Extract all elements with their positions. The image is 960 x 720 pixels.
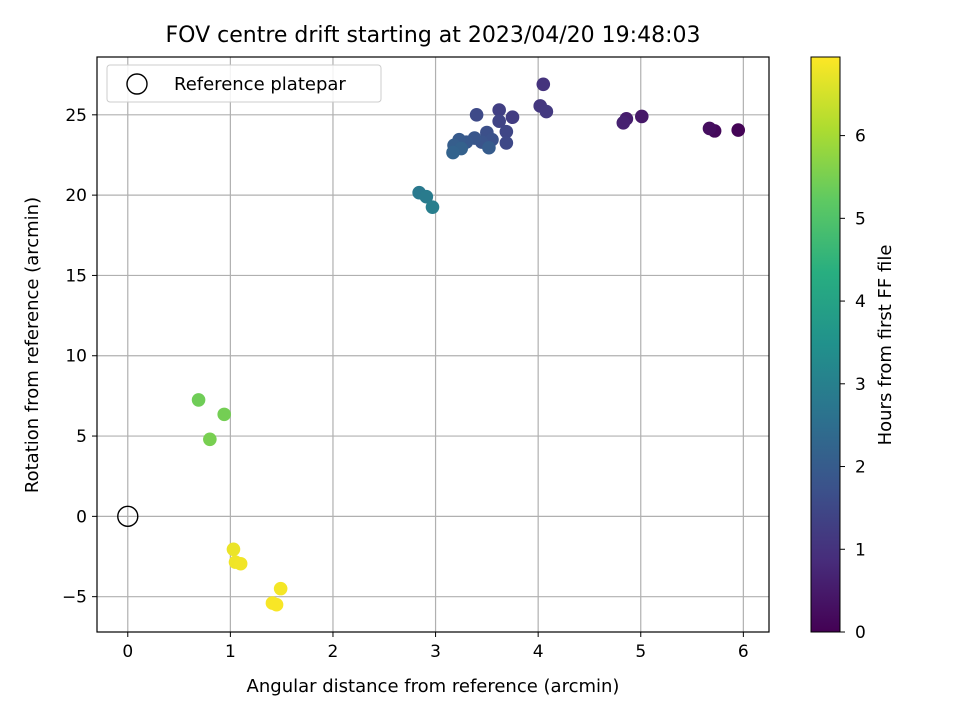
legend-marker-reference [126,73,148,95]
scatter-point [203,432,217,447]
scatter-point [446,145,460,160]
scatter-point [539,104,554,119]
y-axis-label: Rotation from reference (arcmin) [22,197,43,493]
scatter-point [269,597,284,612]
scatter-point [482,140,496,155]
colorbar: 0 1 2 3 4 5 6 Hours from first FF file [810,56,896,643]
scatter-point [492,103,506,117]
scatter-point [536,77,551,92]
x-tick-label: 1 [225,642,236,662]
scatter-point [233,556,248,571]
scatter-point [499,124,514,139]
scatter-point [499,136,514,150]
y-tick-label: −5 [62,588,87,608]
x-tick-label: 0 [122,642,133,662]
scatter-point [505,110,520,125]
scatter-point [191,393,206,407]
x-tick-label: 6 [738,642,749,662]
colorbar-tick-label: 0 [855,623,866,643]
reference-platepar-marker [117,505,139,528]
colorbar-ticks: 0 1 2 3 4 5 6 [840,127,866,643]
y-tick-label: 20 [65,186,87,206]
plot-area-frame [96,56,770,633]
legend-entry-reference-platepar: Reference platepar [174,74,346,95]
scatter-point [492,114,506,129]
scatter-point [226,542,241,557]
y-tick-label: 15 [65,266,87,286]
scatter-point [273,581,288,596]
data-points [117,77,746,612]
y-tick-label: 0 [76,507,87,527]
colorbar-tick-label: 4 [855,292,866,312]
colorbar-tick-label: 6 [855,127,866,147]
axis-ticks: 0 1 2 3 4 5 6 −5 0 5 10 15 20 25 [62,106,749,662]
colorbar-gradient [810,56,841,633]
scatter-point [731,123,746,137]
grid-lines [97,57,769,632]
legend: Reference platepar [106,64,382,103]
scatter-point [634,109,649,124]
scatter-point [469,108,484,122]
x-tick-label: 4 [533,642,544,662]
colorbar-label: Hours from first FF file [875,245,896,446]
scatter-point [425,200,440,214]
scatter-point [217,407,232,422]
colorbar-tick-label: 5 [855,209,866,229]
chart-title: FOV centre drift starting at 2023/04/20 … [166,23,701,48]
colorbar-tick-label: 1 [855,540,866,560]
x-axis-label: Angular distance from reference (arcmin) [247,676,620,697]
y-tick-label: 5 [76,427,87,447]
scatter-point [702,121,717,136]
colorbar-tick-label: 2 [855,458,866,478]
x-tick-label: 2 [328,642,339,662]
y-tick-label: 25 [65,106,87,126]
colorbar-tick-label: 3 [855,375,866,395]
scatter-point [616,116,631,130]
scatter-point [419,189,434,204]
legend-box [106,64,382,103]
x-tick-label: 5 [635,642,646,662]
y-tick-label: 10 [65,347,87,367]
x-tick-label: 3 [430,642,441,662]
